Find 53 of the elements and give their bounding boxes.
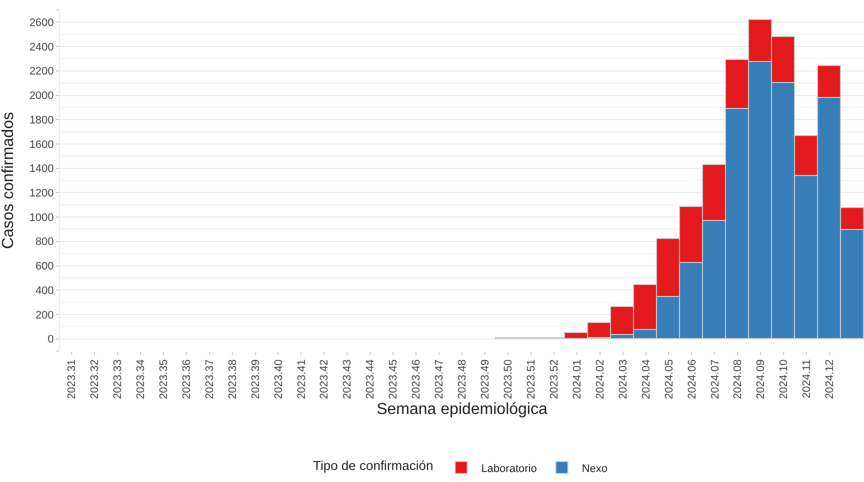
y-tick-label: 1200 [29,188,54,200]
y-tick-label: 800 [35,236,54,248]
x-tick-label: 2023.31 [66,359,78,400]
y-tick-label: 2000 [29,90,54,102]
y-tick-label: 1800 [29,114,54,126]
y-tick-label: 1400 [29,163,54,176]
x-tick-label: 2024.02 [594,359,606,400]
x-tick-label: 2024.07 [709,359,722,400]
x-tick-label: 2023.38 [226,359,239,400]
x-tick-label: 2023.32 [89,359,102,400]
x-tick-label: 2023.40 [272,359,285,400]
y-tick-label: 2200 [29,66,54,78]
x-tick-label: 2023.52 [548,359,560,400]
x-tick-label: 2024.12 [824,359,836,400]
x-tick-label: 2023.42 [318,359,331,400]
x-tick-label: 2024.10 [778,359,790,400]
y-tick-label: 2600 [29,17,54,30]
x-tick-label: 2023.39 [250,359,262,400]
x-tick-label: 2024.04 [640,359,652,400]
x-tick-label: 2023.50 [502,359,515,400]
legend-title: Tipo de confirmación [313,458,434,473]
x-tick-label: 2023.48 [456,359,469,400]
x-axis-title: Semana epidemiológica [376,400,548,418]
x-tick-label: 2023.46 [410,359,423,400]
x-tick-label: 2024.06 [686,359,698,400]
x-tick-label: 2024.11 [801,359,814,398]
y-tick-label: 1600 [29,138,54,151]
y-tick-label: 200 [35,309,54,322]
x-tick-label: 2023.49 [480,359,492,400]
y-tick-label: 600 [35,260,54,273]
y-tick-label: 0 [48,334,54,346]
x-tick-label: 2023.37 [204,359,216,400]
x-tick-label: 2024.08 [732,359,744,400]
x-tick-label: 2024.09 [755,359,768,400]
x-tick-label: 2023.43 [342,359,354,400]
legend-label: Nexo [582,462,608,475]
x-tick-label: 2023.41 [296,359,308,400]
x-tick-label: 2023.36 [180,359,193,400]
x-tick-label: 2024.03 [617,359,630,400]
x-tick-label: 2023.47 [434,359,446,400]
x-tick-label: 2023.35 [158,359,170,400]
x-tick-label: 2024.01 [571,359,584,400]
x-tick-label: 2023.45 [388,359,400,400]
y-tick-label: 1000 [29,212,54,224]
x-tick-label: 2023.44 [364,359,377,400]
x-tick-label: 2023.33 [112,359,124,400]
y-tick-label: 400 [35,284,54,297]
legend-label: Laboratorio [481,462,537,475]
x-tick-label: 2023.34 [134,359,147,400]
x-tick-label: 2023.51 [525,359,538,400]
x-tick-label: 2024.05 [663,359,676,400]
y-tick-label: 2400 [29,41,54,54]
y-axis-title: Casos confirmados [0,112,17,249]
